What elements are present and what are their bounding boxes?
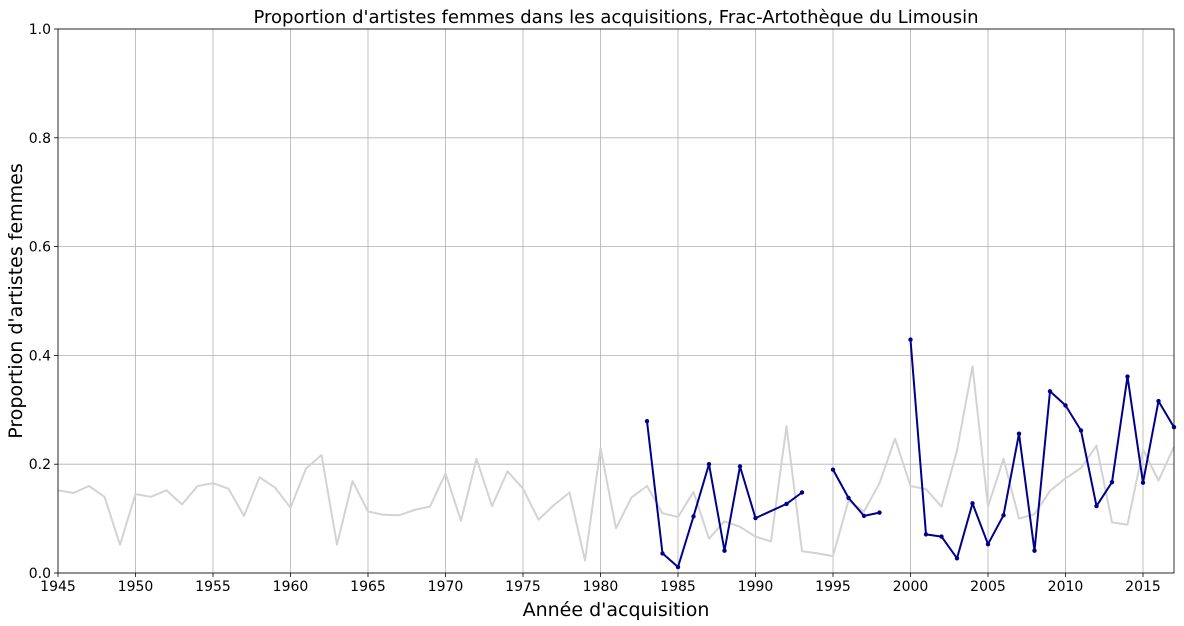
grid [57,28,1174,574]
x-tick-label: 1950 [118,579,154,595]
data-point [660,551,665,556]
y-axis-ticks: 0.0 0.2 0.4 0.6 0.8 1.0 [29,22,58,582]
x-tick-label: 2000 [893,579,929,595]
data-point [1063,403,1068,408]
data-point [1047,389,1053,394]
data-point [923,532,929,537]
data-point [861,513,867,519]
data-point [675,564,681,570]
y-tick-label: 0.6 [29,240,51,256]
x-tick-label: 1975 [505,579,541,595]
series-2 [644,337,1177,570]
data-point [970,501,975,506]
x-tick-label: 1990 [738,579,774,595]
y-tick-label: 0.2 [29,457,51,473]
data-point [1094,503,1099,509]
series-line [909,339,1175,560]
series-1 [57,365,1175,562]
x-tick-label: 1965 [350,579,386,595]
data-point [1016,431,1022,436]
x-tick-label: 1985 [660,579,696,595]
data-point [846,495,851,501]
data-point [644,419,650,424]
data-point [1156,398,1161,404]
data-point [1125,374,1130,379]
x-tick-label: 1980 [583,579,619,595]
data-point [954,556,960,561]
data-point [908,337,913,342]
data-point [722,548,727,553]
chart-title: Proportion d'artistes femmes dans les ac… [253,7,978,28]
data-point [985,541,991,547]
data-point [1001,513,1006,518]
data-point [939,534,944,539]
y-tick-label: 0.4 [29,348,51,364]
data-point [877,510,882,515]
data-point [691,514,696,519]
plot-frame [57,28,1175,574]
y-tick-label: 1.0 [29,22,51,38]
data-point [799,490,805,495]
data-point [1140,480,1146,485]
x-tick-label: 2005 [970,579,1006,595]
x-tick-label: 2010 [1048,579,1084,595]
x-tick-label: 1995 [815,579,851,595]
series-line [646,421,803,568]
x-tick-label: 1960 [273,579,309,595]
data-point [784,501,789,507]
x-tick-label: 1955 [195,579,231,595]
series-line [832,469,880,517]
data-point [753,515,758,521]
y-tick-label: 0.8 [29,131,51,147]
data-point [1032,548,1037,553]
x-axis-title: Année d'acquisition [523,599,710,621]
data-point [737,464,743,469]
series-layer [57,337,1177,570]
data-point [706,462,712,467]
data-point [1109,479,1115,485]
x-tick-label: 1970 [428,579,464,595]
y-axis-title: Proportion d'artistes femmes [5,163,27,439]
data-point [1078,428,1084,433]
data-point [830,467,836,472]
y-tick-label: 0.0 [29,566,51,582]
x-axis-ticks: 1945 1950 1955 1960 1965 1970 1975 1980 1985 1990… [40,573,1161,595]
series-line [57,365,1175,562]
x-tick-label: 2015 [1125,579,1161,595]
x-tick-label: 1945 [40,579,76,595]
